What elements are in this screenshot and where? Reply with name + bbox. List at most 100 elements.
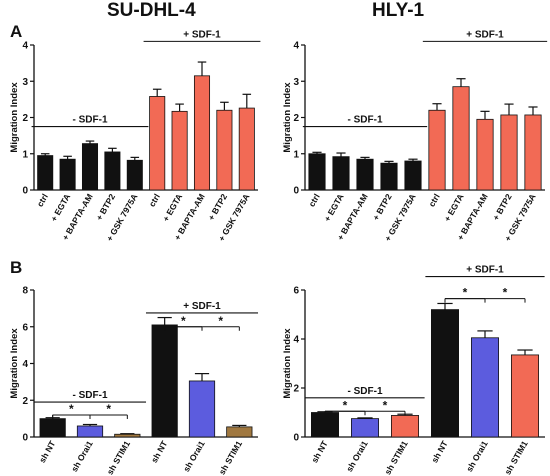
chart3-bar-5 bbox=[226, 426, 253, 438]
chart2-category-label-6: + EGTA bbox=[442, 192, 466, 223]
chart2-bar-3 bbox=[380, 162, 398, 191]
chart2-bar-5 bbox=[428, 109, 446, 191]
chart1-category-label-0: ctrl bbox=[35, 192, 50, 208]
chart4-category-label-3: sh NT bbox=[429, 438, 450, 464]
chart4-y-tick-label-2: 4 bbox=[293, 335, 299, 346]
chart2-bar-0 bbox=[308, 153, 326, 191]
chart2-bar-9 bbox=[524, 114, 542, 191]
chart3-category-label-0: sh NT bbox=[37, 438, 58, 464]
chart3-group-label-1: + SDF-1 bbox=[183, 301, 221, 312]
chart1-group-label-1: + SDF-1 bbox=[183, 29, 221, 40]
chart1-y-tick-label-4: 4 bbox=[22, 41, 28, 52]
chart4-sig-star-3: * bbox=[503, 286, 508, 300]
chart1-bar-1 bbox=[59, 158, 76, 191]
chart4-y-tick-label-1: 2 bbox=[293, 384, 299, 395]
chart1-bar-7 bbox=[193, 75, 211, 191]
chart3-category-label-2: sh STIM1 bbox=[105, 439, 132, 476]
chart1-category-label-8: + BTP2 bbox=[206, 192, 229, 222]
chart3-sig-star-0: * bbox=[69, 402, 74, 416]
chart2-bar-2 bbox=[356, 158, 374, 191]
chart2-bar-7 bbox=[476, 118, 494, 191]
chart4-group-label-0: - SDF-1 bbox=[348, 386, 383, 397]
chart3-bar-1 bbox=[76, 425, 104, 438]
panel-letter-b: B bbox=[10, 258, 23, 277]
chart4-group-label-1: + SDF-1 bbox=[466, 265, 504, 276]
chart4-y-axis-label: Migration Index bbox=[282, 328, 293, 399]
chart3-y-tick-label-2: 4 bbox=[22, 359, 28, 370]
chart4-bar-2 bbox=[390, 415, 419, 438]
chart3-category-label-1: sh Orai1 bbox=[69, 439, 95, 474]
chart3-bar-0 bbox=[39, 418, 66, 438]
chart1-group-label-0: - SDF-1 bbox=[73, 115, 108, 126]
chart4-bar-0 bbox=[310, 412, 339, 438]
column-title-left: SU-DHL-4 bbox=[107, 0, 196, 21]
chart2-category-label-3: + BTP2 bbox=[371, 192, 394, 222]
chart3-bar-3 bbox=[151, 324, 178, 438]
chart4-y-tick-label-0: 0 bbox=[293, 433, 299, 444]
chart3-y-axis-label: Migration Index bbox=[9, 328, 20, 399]
chart3-category-label-5: sh STIM1 bbox=[217, 439, 244, 476]
chart4-sig-star-1: * bbox=[383, 398, 388, 412]
panel-letter-a: A bbox=[10, 22, 23, 41]
chart2-y-tick-label-4: 4 bbox=[293, 41, 299, 52]
chart1-category-label-5: ctrl bbox=[147, 192, 162, 208]
chart1-bar-2 bbox=[81, 143, 99, 191]
chart3-sig-star-3: * bbox=[218, 314, 223, 328]
chart1-y-tick-label-0: 0 bbox=[22, 186, 28, 197]
chart3-bar-4 bbox=[188, 380, 216, 438]
chart3-y-tick-label-4: 8 bbox=[22, 286, 28, 297]
chart1-y-tick-label-3: 3 bbox=[22, 77, 28, 88]
chart2-category-label-0: ctrl bbox=[306, 192, 321, 208]
chart1-category-label-6: + EGTA bbox=[161, 192, 185, 223]
chart3-y-tick-label-3: 6 bbox=[22, 322, 28, 333]
chart2-y-tick-label-3: 3 bbox=[293, 77, 299, 88]
chart3-group-label-0: - SDF-1 bbox=[73, 390, 108, 401]
chart2-group-label-0: - SDF-1 bbox=[348, 115, 383, 126]
chart1-category-label-1: + EGTA bbox=[49, 192, 73, 223]
chart1-bar-3 bbox=[104, 151, 121, 191]
chart4-sig-star-0: * bbox=[343, 398, 348, 412]
chart4-bar-5 bbox=[510, 354, 539, 438]
chart2-y-axis-label: Migration Index bbox=[282, 82, 293, 153]
chart2-bar-1 bbox=[332, 156, 350, 191]
chart2-category-label-8: + BTP2 bbox=[491, 192, 514, 222]
chart4-category-label-0: sh NT bbox=[309, 438, 330, 464]
chart2-y-tick-label-2: 2 bbox=[293, 113, 299, 124]
chart1-category-label-3: + BTP2 bbox=[94, 192, 117, 222]
chart1-y-tick-label-2: 2 bbox=[22, 113, 28, 124]
chart3-category-label-3: sh NT bbox=[149, 438, 170, 464]
chart1-bar-6 bbox=[171, 110, 188, 191]
chart4-category-label-1: sh Orai1 bbox=[344, 439, 370, 474]
chart1-bar-9 bbox=[238, 107, 255, 191]
chart2-bar-8 bbox=[500, 114, 518, 191]
chart1-bar-5 bbox=[149, 96, 166, 191]
chart3-y-tick-label-0: 0 bbox=[22, 433, 28, 444]
chart1-bar-8 bbox=[216, 109, 233, 191]
chart3-category-label-4: sh Orai1 bbox=[181, 439, 207, 474]
chart4-category-label-5: sh STIM1 bbox=[502, 439, 529, 476]
chart3-sig-star-2: * bbox=[181, 314, 186, 328]
chart1-y-tick-label-1: 1 bbox=[22, 149, 28, 160]
chart2-y-tick-label-0: 0 bbox=[293, 186, 299, 197]
chart2-category-label-5: ctrl bbox=[426, 192, 441, 208]
chart4-bar-4 bbox=[470, 337, 499, 438]
column-title-right: HLY-1 bbox=[372, 0, 425, 21]
chart4-category-label-2: sh STIM1 bbox=[382, 439, 409, 476]
chart2-bar-4 bbox=[404, 160, 422, 191]
chart1-bar-0 bbox=[37, 155, 54, 191]
chart4-category-label-4: sh Orai1 bbox=[464, 439, 490, 474]
chart2-category-label-1: + EGTA bbox=[322, 192, 346, 223]
chart2-y-tick-label-1: 1 bbox=[293, 149, 299, 160]
chart1-y-axis-label: Migration Index bbox=[9, 82, 20, 153]
chart3-bar-2 bbox=[114, 433, 141, 438]
chart1-bar-4 bbox=[126, 159, 143, 191]
chart3-y-tick-label-1: 2 bbox=[22, 396, 28, 407]
chart2-group-label-1: + SDF-1 bbox=[466, 29, 504, 40]
chart4-y-tick-label-3: 6 bbox=[293, 286, 299, 297]
chart3-sig-star-1: * bbox=[106, 402, 111, 416]
chart4-sig-star-2: * bbox=[463, 286, 468, 300]
chart2-bar-6 bbox=[452, 86, 470, 191]
chart4-bar-3 bbox=[430, 309, 459, 438]
chart4-bar-1 bbox=[350, 418, 379, 438]
